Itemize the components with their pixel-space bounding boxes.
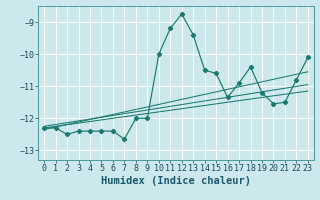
X-axis label: Humidex (Indice chaleur): Humidex (Indice chaleur) [101,176,251,186]
